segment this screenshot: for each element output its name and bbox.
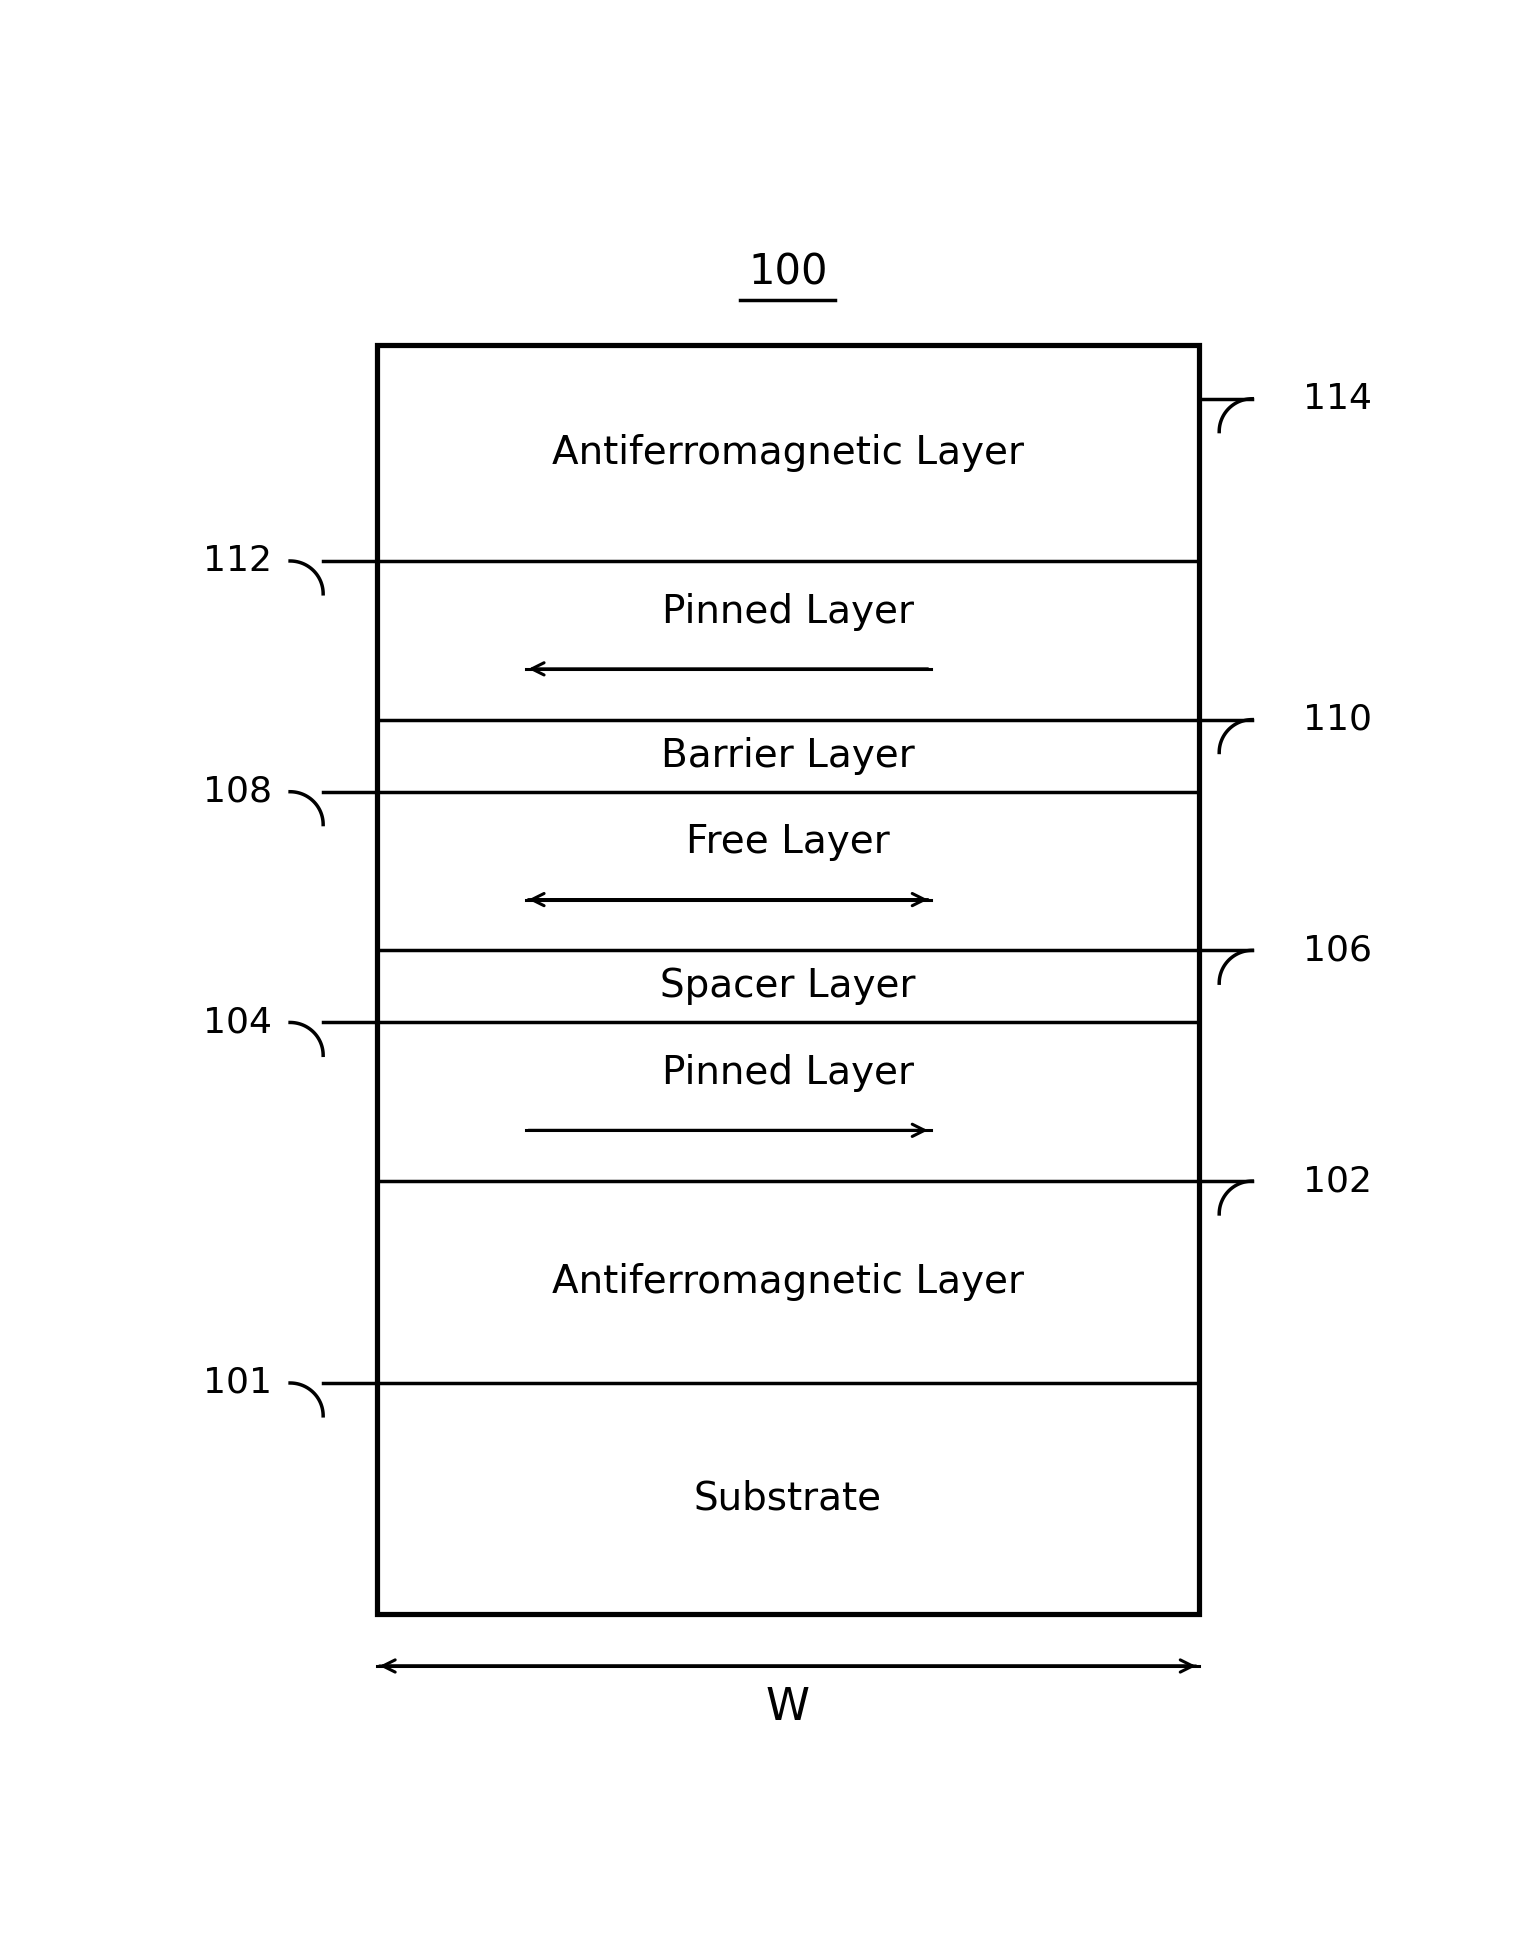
Text: 104: 104 bbox=[203, 1006, 272, 1039]
Text: 101: 101 bbox=[203, 1365, 272, 1400]
Text: 114: 114 bbox=[1303, 382, 1373, 415]
Text: Barrier Layer: Barrier Layer bbox=[661, 737, 915, 776]
Text: W: W bbox=[765, 1687, 810, 1730]
Text: 112: 112 bbox=[203, 545, 272, 578]
Text: Antiferromagnetic Layer: Antiferromagnetic Layer bbox=[552, 1262, 1024, 1301]
Text: 106: 106 bbox=[1303, 933, 1373, 968]
Text: 100: 100 bbox=[749, 252, 827, 295]
Text: Pinned Layer: Pinned Layer bbox=[662, 1055, 913, 1092]
Text: 108: 108 bbox=[203, 776, 272, 809]
Bar bbox=[377, 345, 1199, 1613]
Text: Spacer Layer: Spacer Layer bbox=[659, 968, 916, 1006]
Text: Antiferromagnetic Layer: Antiferromagnetic Layer bbox=[552, 434, 1024, 471]
Text: Pinned Layer: Pinned Layer bbox=[662, 593, 913, 630]
Text: 110: 110 bbox=[1303, 702, 1373, 737]
Text: 102: 102 bbox=[1303, 1163, 1373, 1198]
Text: Free Layer: Free Layer bbox=[686, 824, 890, 861]
Text: Substrate: Substrate bbox=[693, 1479, 882, 1518]
